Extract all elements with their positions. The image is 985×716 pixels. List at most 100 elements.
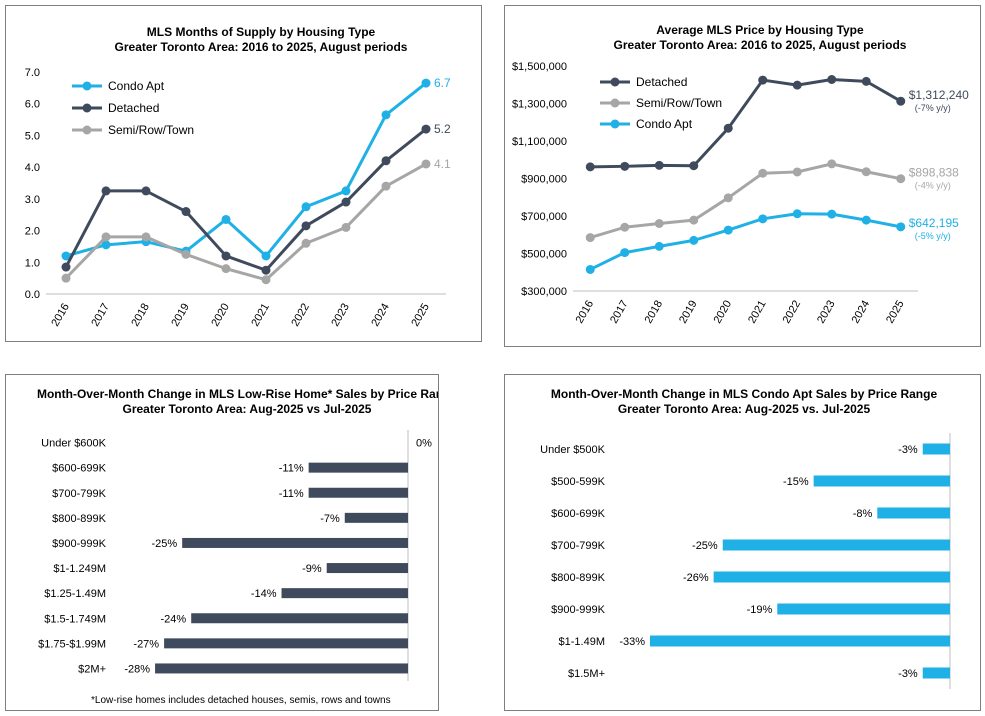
data-point bbox=[585, 233, 595, 243]
data-point bbox=[620, 248, 630, 258]
bar-value-label: -25% bbox=[151, 538, 177, 550]
data-point bbox=[896, 174, 906, 184]
data-point bbox=[585, 264, 595, 274]
y-tick-label: $700,000 bbox=[521, 211, 567, 223]
legend-marker-dot bbox=[610, 119, 620, 129]
category-label: $900-999K bbox=[551, 604, 605, 616]
bar-value-label: -28% bbox=[124, 663, 150, 675]
bar bbox=[191, 613, 408, 624]
data-point bbox=[381, 156, 391, 166]
data-point bbox=[181, 249, 191, 259]
condo-chart: Month-Over-Month Change in MLS Condo Apt… bbox=[540, 387, 951, 689]
price-chart: Average MLS Price by Housing Type Greate… bbox=[512, 23, 969, 326]
data-point bbox=[421, 159, 431, 169]
chart-subtitle: Greater Toronto Area: 2016 to 2025, Augu… bbox=[614, 38, 907, 52]
data-point bbox=[861, 215, 871, 225]
data-point bbox=[861, 167, 871, 177]
bar bbox=[155, 663, 408, 674]
category-label: $1-1.249M bbox=[53, 563, 106, 575]
bar-value-label: -3% bbox=[898, 444, 918, 456]
data-point bbox=[61, 262, 71, 272]
chart-subtitle: Greater Toronto Area: Aug-2025 vs Jul-20… bbox=[123, 402, 372, 416]
data-point bbox=[792, 209, 802, 219]
x-tick-label: 2017 bbox=[608, 298, 631, 325]
x-tick-label: 2023 bbox=[815, 298, 838, 325]
y-tick-label: 3.0 bbox=[25, 194, 40, 206]
data-point bbox=[861, 76, 871, 86]
category-label: $700-799K bbox=[52, 488, 106, 500]
bar bbox=[777, 603, 950, 615]
data-point bbox=[792, 167, 802, 177]
y-tick-label: $1,300,000 bbox=[512, 99, 567, 111]
condo-chart-panel: Month-Over-Month Change in MLS Condo Apt… bbox=[504, 374, 981, 711]
category-label: $1.5-1.749M bbox=[44, 613, 106, 625]
bar-value-label: -8% bbox=[853, 508, 873, 520]
series-line-detached bbox=[590, 78, 902, 169]
bar-value-label: -24% bbox=[161, 613, 187, 625]
data-point bbox=[758, 214, 768, 224]
lowrise-chart-panel: Month-Over-Month Change in MLS Low-Rise … bbox=[5, 374, 439, 711]
end-value-label: 4.1 bbox=[434, 157, 451, 171]
x-tick-label: 2025 bbox=[409, 301, 432, 328]
category-label: $600-699K bbox=[551, 508, 605, 520]
category-label: $900-999K bbox=[52, 538, 106, 550]
x-tick-label: 2019 bbox=[677, 298, 700, 325]
legend-marker-dot bbox=[82, 125, 92, 135]
category-label: $800-899K bbox=[52, 513, 106, 525]
legend-marker-dot bbox=[82, 103, 92, 113]
data-point bbox=[381, 181, 391, 191]
data-point bbox=[381, 110, 391, 120]
data-point bbox=[301, 202, 311, 212]
x-tick-label: 2024 bbox=[369, 301, 392, 328]
x-tick-label: 2020 bbox=[712, 298, 735, 325]
category-label: $700-799K bbox=[551, 540, 605, 552]
data-point bbox=[261, 265, 271, 275]
x-tick-label: 2021 bbox=[249, 301, 272, 328]
legend-label: Semi/Row/Town bbox=[636, 96, 722, 110]
bar-value-label: -3% bbox=[898, 668, 918, 680]
category-label: $2M+ bbox=[78, 663, 106, 675]
category-label: $1.75-$1.99M bbox=[38, 638, 106, 650]
legend-label: Condo Apt bbox=[636, 117, 693, 131]
data-point bbox=[101, 240, 111, 250]
chart-title: MLS Months of Supply by Housing Type bbox=[147, 25, 376, 39]
category-label: Under $500K bbox=[540, 444, 605, 456]
x-tick-label: 2020 bbox=[209, 301, 232, 328]
bar bbox=[922, 443, 950, 455]
y-tick-label: 7.0 bbox=[25, 67, 40, 79]
bar bbox=[308, 462, 408, 473]
end-change-label: (-4% y/y) bbox=[915, 181, 951, 191]
data-point bbox=[758, 168, 768, 178]
bar bbox=[164, 638, 408, 649]
series-line-semi-row-town bbox=[589, 162, 902, 239]
y-tick-label: 0.0 bbox=[25, 289, 40, 301]
data-point bbox=[723, 225, 733, 235]
data-point bbox=[101, 232, 111, 242]
legend-label: Detached bbox=[636, 75, 687, 89]
legend-marker-dot bbox=[610, 77, 620, 87]
bar bbox=[722, 539, 950, 551]
data-point bbox=[585, 162, 595, 172]
series-line-semi-row-town bbox=[64, 162, 427, 282]
x-tick-label: 2017 bbox=[89, 301, 112, 328]
x-tick-label: 2018 bbox=[129, 301, 152, 328]
category-label: Under $600K bbox=[41, 438, 106, 450]
supply-chart: MLS Months of Supply by Housing Type Gre… bbox=[25, 25, 451, 329]
data-point bbox=[61, 273, 71, 283]
bar bbox=[326, 563, 408, 574]
series-line-detached bbox=[64, 127, 427, 272]
series-line-condo-apt bbox=[65, 81, 427, 258]
chart-title: Month-Over-Month Change in MLS Condo Apt… bbox=[551, 387, 938, 401]
data-point bbox=[301, 238, 311, 248]
bar-value-label: -33% bbox=[619, 636, 645, 648]
data-point bbox=[421, 124, 431, 134]
data-point bbox=[792, 80, 802, 90]
bar-value-label: 0% bbox=[416, 438, 432, 450]
bar-value-label: -11% bbox=[279, 463, 304, 475]
chart-subtitle: Greater Toronto Area: Aug-2025 vs. Jul-2… bbox=[618, 402, 871, 416]
category-label: $500-599K bbox=[551, 476, 605, 488]
bar-value-label: -7% bbox=[320, 513, 340, 525]
category-label: $600-699K bbox=[52, 463, 106, 475]
bar-value-label: -11% bbox=[279, 488, 304, 500]
data-point bbox=[689, 235, 699, 245]
